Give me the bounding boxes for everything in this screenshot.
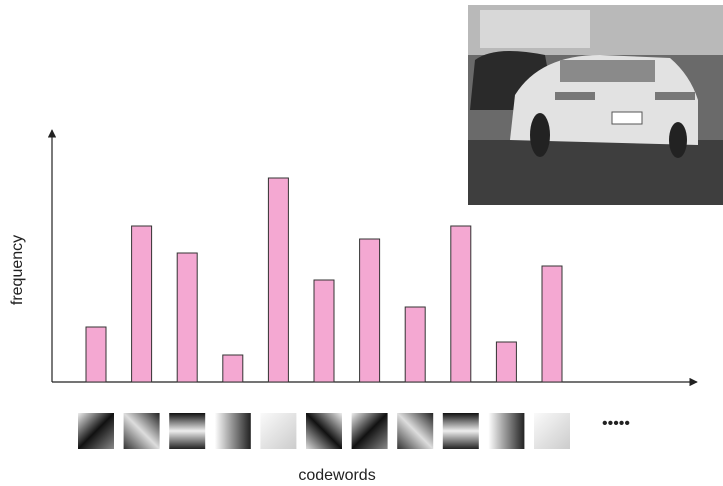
bar xyxy=(132,226,152,382)
y-axis-label: frequency xyxy=(9,235,26,305)
codeword-patch xyxy=(169,413,205,449)
bar xyxy=(360,239,380,382)
codeword-patch xyxy=(306,413,342,449)
codeword-patch xyxy=(534,413,570,449)
bar xyxy=(405,307,425,382)
bar xyxy=(451,226,471,382)
bar xyxy=(496,342,516,382)
codeword-patch xyxy=(260,413,296,449)
x-axis-label: codewords xyxy=(298,467,375,484)
bar xyxy=(542,266,562,382)
codeword-patch xyxy=(352,413,388,449)
codeword-patch xyxy=(124,413,160,449)
chart: frequency codewords ••••• xyxy=(0,0,723,486)
codeword-patch xyxy=(488,413,524,449)
codeword-patch xyxy=(397,413,433,449)
codeword-patch xyxy=(215,413,251,449)
bar xyxy=(223,355,243,382)
codeword-patch xyxy=(78,413,114,449)
codeword-patch xyxy=(443,413,479,449)
photo xyxy=(468,5,723,205)
bar xyxy=(177,253,197,382)
more-label: ••••• xyxy=(602,415,630,432)
bar xyxy=(86,327,106,382)
bar xyxy=(268,178,288,382)
bar xyxy=(314,280,334,382)
